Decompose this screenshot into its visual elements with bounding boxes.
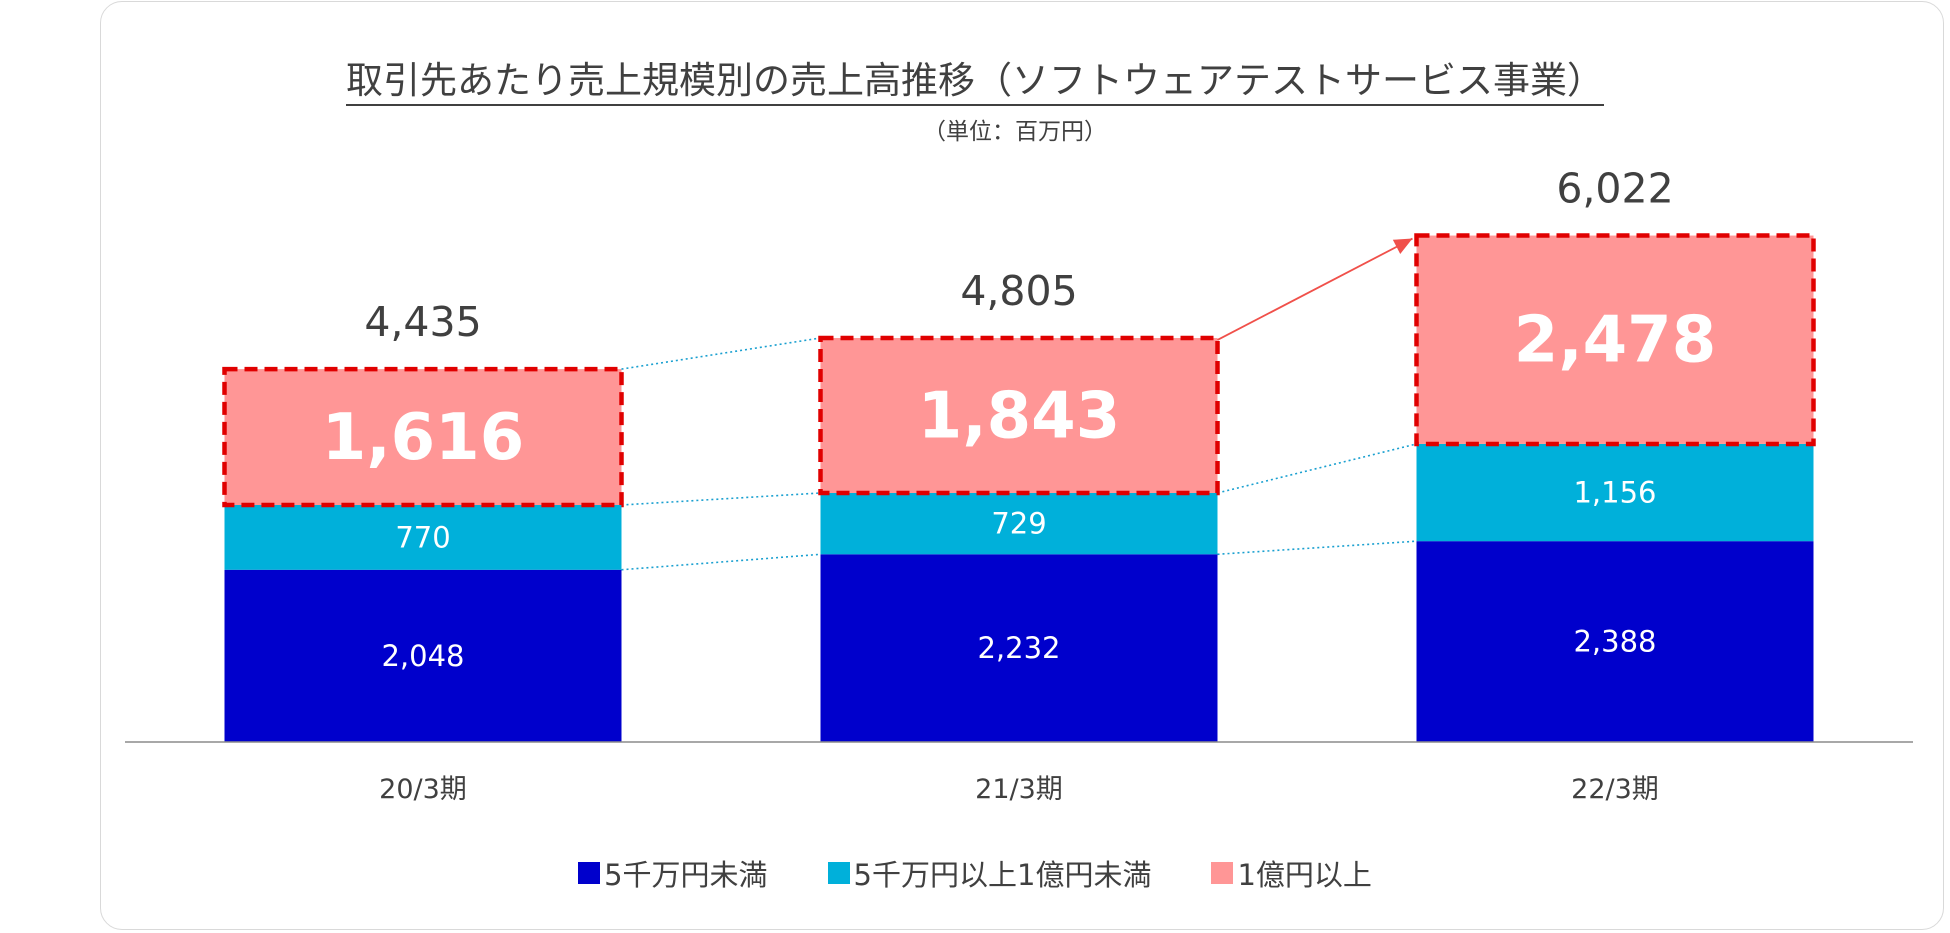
legend-label-under-50m: 5千万円未満 [604, 858, 768, 892]
bar-over-100m-0 [224, 369, 622, 506]
value-label-50m-to-100m-0: 770 [395, 520, 450, 554]
x-tick-label-1: 21/3期 [975, 774, 1063, 805]
x-tick-label-2: 22/3期 [1571, 774, 1659, 805]
legend-item-under-50m: 5千万円未満 [578, 852, 768, 894]
highlight-box-0 [222, 366, 624, 508]
value-label-under-50m-1: 2,232 [977, 631, 1060, 665]
bar-under-50m-2 [1416, 541, 1814, 742]
growth-arrow-head [1392, 238, 1413, 254]
connector-over-100m-0 [621, 337, 821, 370]
value-label-50m-to-100m-2: 1,156 [1573, 476, 1656, 510]
value-label-over-100m-0: 1,616 [322, 401, 524, 475]
connector-50m-to-100m-1 [1217, 443, 1417, 494]
total-label-1: 4,805 [960, 267, 1077, 315]
legend-label-over-100m: 1億円以上 [1237, 858, 1372, 892]
bar-over-100m-2 [1416, 235, 1814, 444]
value-label-50m-to-100m-1: 729 [991, 507, 1046, 541]
highlight-box-1 [818, 335, 1220, 496]
bar-50m-to-100m-1 [820, 492, 1218, 555]
legend-swatch-50m-to-100m [827, 862, 850, 884]
x-tick-label-0: 20/3期 [379, 774, 467, 805]
bar-over-100m-1 [820, 337, 1218, 493]
legend-item-over-100m: 1億円以上 [1211, 852, 1372, 894]
bar-50m-to-100m-2 [1416, 443, 1814, 542]
bar-50m-to-100m-0 [224, 505, 622, 570]
growth-arrow-line [1217, 237, 1413, 341]
chart-subtitle: （単位：百万円） [923, 119, 1107, 145]
value-label-under-50m-2: 2,388 [1573, 625, 1656, 659]
total-label-2: 6,022 [1556, 165, 1673, 213]
chart-title: 取引先あたり売上規模別の売上高推移（ソフトウェアテストサービス事業） [0, 50, 1950, 106]
connector-under-50m-0 [621, 553, 821, 571]
value-label-under-50m-0: 2,048 [381, 639, 464, 673]
connector-50m-to-100m-0 [621, 492, 821, 506]
bar-under-50m-0 [224, 569, 622, 742]
connector-under-50m-1 [1217, 540, 1417, 556]
value-label-over-100m-1: 1,843 [918, 379, 1120, 453]
legend-swatch-under-50m [578, 862, 601, 884]
chart-legend: 5千万円未満 5千万円以上1億円未満 1億円以上 [0, 852, 1950, 894]
highlight-box-2 [1414, 233, 1816, 447]
chart-title-text: 取引先あたり売上規模別の売上高推移（ソフトウェアテストサービス事業） [346, 59, 1604, 106]
legend-swatch-over-100m [1211, 862, 1234, 884]
legend-label-50m-to-100m: 5千万円以上1億円未満 [853, 858, 1152, 892]
total-label-0: 4,435 [364, 298, 481, 346]
value-label-over-100m-2: 2,478 [1514, 304, 1716, 378]
bar-under-50m-1 [820, 554, 1218, 742]
legend-item-50m-to-100m: 5千万円以上1億円未満 [827, 852, 1152, 894]
